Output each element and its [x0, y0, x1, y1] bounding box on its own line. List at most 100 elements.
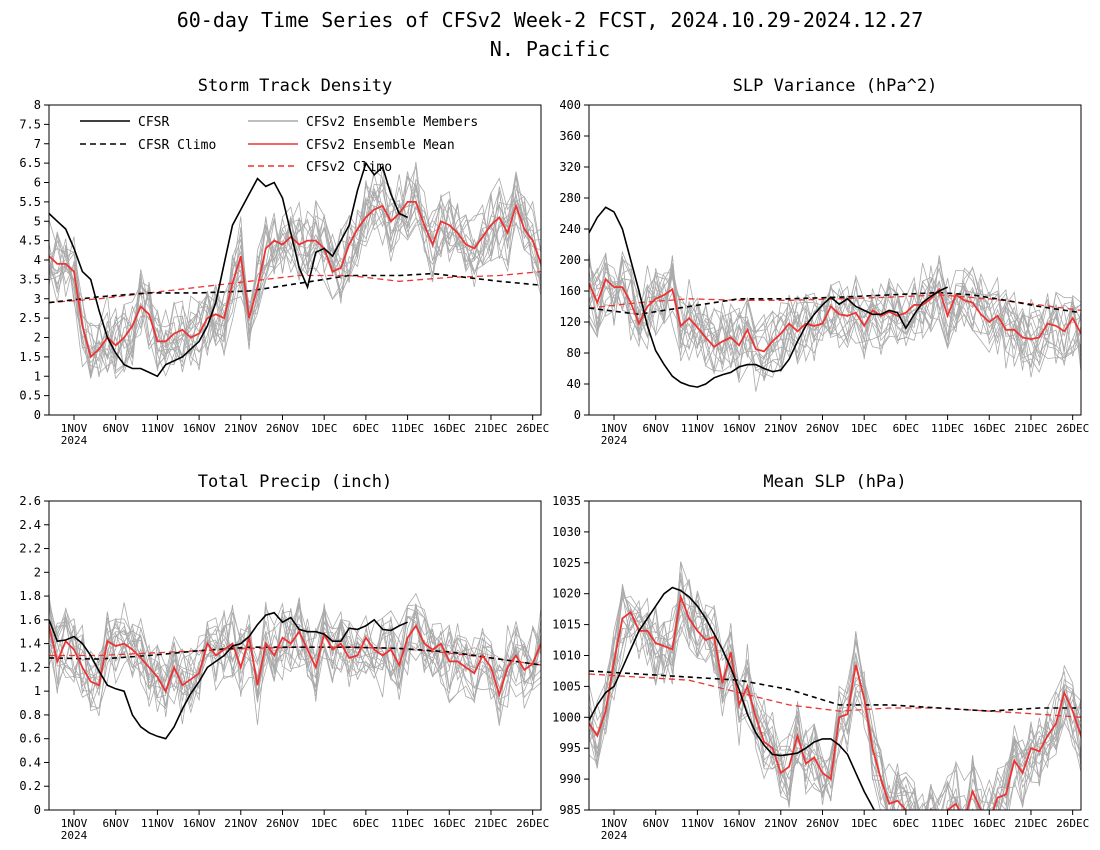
ensemble-member-line: [49, 602, 541, 702]
ensemble-member-line: [49, 166, 541, 378]
x-tick-label: 11DEC: [391, 422, 424, 435]
ensemble-mean-line: [49, 624, 541, 698]
x-tick-label: 21DEC: [1014, 817, 1047, 830]
plot-frame: [588, 500, 1082, 811]
x-tick-label: 6DEC: [893, 422, 920, 435]
x-year-label: 2024: [601, 434, 628, 447]
cfsr-climo-line: [589, 291, 1081, 316]
y-tick-label: 2.5: [19, 311, 41, 325]
chart-panel: Total Precip (inch) 0 0.2 0.4 0.6 0.8 1 1.2 1.4 1…: [19, 472, 549, 842]
cfsr-line: [49, 161, 408, 378]
ensemble-mean-line: [49, 200, 541, 359]
y-tick-label: 1005: [552, 679, 581, 693]
y-tick-label: 7.5: [19, 117, 41, 131]
y-tick-label: 200: [559, 253, 581, 267]
plot-area: [49, 161, 541, 380]
y-tick-label: 1030: [552, 525, 581, 539]
cfsv2-climo-line: [589, 673, 1081, 718]
y-tick-label: 280: [559, 191, 581, 205]
ensemble-mean-line: [589, 277, 1081, 353]
x-tick-label: 26DEC: [1056, 422, 1089, 435]
ensemble-member-line: [49, 177, 541, 370]
x-tick-label: 6NOV: [102, 817, 129, 830]
ensemble-member-line: [49, 180, 541, 380]
cfsr-climo-line: [49, 272, 541, 304]
cfsr-line: [589, 206, 948, 388]
cfsr-climo-line: [49, 646, 541, 666]
y-tick-label: 0.2: [19, 779, 41, 793]
y-tick-label: 160: [559, 284, 581, 298]
y-tick-label: 4.5: [19, 234, 41, 248]
ensemble-member-line: [49, 178, 541, 379]
x-tick-label: 11DEC: [931, 422, 964, 435]
y-tick-label: 2.4: [19, 518, 41, 532]
panel-title: Total Precip (inch): [198, 472, 392, 492]
y-tick-label: 1.2: [19, 660, 41, 674]
chart-panel: SLP Variance (hPa^2) 0 40 80 120 160 200 240 280…: [559, 76, 1089, 447]
legend-label: CFSv2 Ensemble Mean: [306, 138, 455, 153]
x-tick-label: 21DEC: [474, 422, 507, 435]
x-tick-label: 16NOV: [723, 422, 756, 435]
figure-title: 60-day Time Series of CFSv2 Week-2 FCST,…: [177, 8, 924, 32]
ensemble-member-line: [589, 262, 1081, 364]
x-tick-label: 26DEC: [1056, 817, 1089, 830]
y-tick-label: 0: [34, 408, 41, 422]
y-tick-label: 360: [559, 129, 581, 143]
x-tick-label: 1DEC: [851, 817, 878, 830]
y-tick-label: 240: [559, 222, 581, 236]
y-tick-label: 1.8: [19, 589, 41, 603]
x-tick-label: 16DEC: [433, 817, 466, 830]
x-tick-label: 11DEC: [391, 817, 424, 830]
x-tick-label: 11NOV: [141, 817, 174, 830]
x-tick-label: 26NOV: [806, 817, 839, 830]
panels: Storm Track Density 0 0.5 1 1.5 2 2.5 3 3.5 4 4.5 5…: [19, 76, 1089, 842]
plot-area: [589, 561, 1081, 810]
y-tick-label: 1.5: [19, 350, 41, 364]
y-tick-label: 0.6: [19, 732, 41, 746]
x-tick-label: 6NOV: [642, 422, 669, 435]
x-tick-label: 6NOV: [642, 817, 669, 830]
x-tick-label: 6DEC: [353, 422, 380, 435]
y-tick-label: 8: [34, 98, 41, 112]
cfsv2-climo-line: [589, 294, 1081, 312]
y-tick-label: 990: [559, 772, 581, 786]
x-tick-label: 16NOV: [183, 422, 216, 435]
ensemble-member-line: [589, 588, 1081, 810]
plot-frame: [588, 104, 1082, 416]
x-tick-label: 1NOV: [601, 422, 628, 435]
x-tick-label: 26NOV: [266, 817, 299, 830]
x-year-label: 2024: [61, 434, 88, 447]
cfsr-climo-line: [589, 670, 1081, 712]
x-tick-label: 21NOV: [224, 422, 257, 435]
x-tick-label: 6DEC: [893, 817, 920, 830]
legend-label: CFSR Climo: [138, 138, 216, 153]
ensemble-member-line: [49, 182, 541, 371]
x-tick-label: 26NOV: [806, 422, 839, 435]
y-tick-label: 0.5: [19, 389, 41, 403]
legend-label: CFSv2 Climo: [306, 160, 392, 175]
y-tick-label: 3.5: [19, 272, 41, 286]
panel-title: SLP Variance (hPa^2): [733, 76, 938, 96]
plot-area: [49, 592, 541, 740]
x-year-label: 2024: [61, 829, 88, 842]
x-tick-label: 1DEC: [851, 422, 878, 435]
y-tick-label: 0.8: [19, 708, 41, 722]
y-tick-label: 1.6: [19, 613, 41, 627]
cfsv2-climo-line: [49, 270, 541, 304]
ensemble-member-line: [589, 587, 1081, 810]
y-tick-label: 5.5: [19, 195, 41, 209]
x-tick-label: 11NOV: [681, 422, 714, 435]
ensemble-member-line: [589, 252, 1081, 372]
x-tick-label: 21DEC: [474, 817, 507, 830]
x-tick-label: 1NOV: [61, 422, 88, 435]
x-tick-label: 6DEC: [353, 817, 380, 830]
x-tick-label: 11DEC: [931, 817, 964, 830]
ensemble-member-line: [589, 603, 1081, 810]
ensemble-member-line: [589, 606, 1081, 810]
y-tick-label: 2.2: [19, 542, 41, 556]
ensemble-member-line: [49, 597, 541, 725]
legend: CFSR CFSR Climo CFSv2 Ensemble Members CFSv…: [80, 115, 478, 175]
y-tick-label: 985: [559, 803, 581, 817]
chart-panel: Storm Track Density 0 0.5 1 1.5 2 2.5 3 3.5 4 4.5 5…: [19, 76, 549, 447]
